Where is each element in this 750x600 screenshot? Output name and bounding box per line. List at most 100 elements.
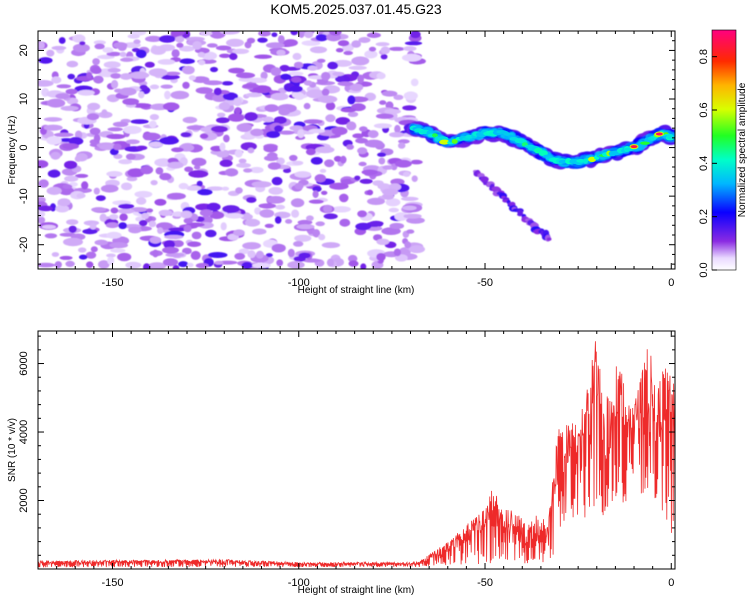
noise-blob: [139, 219, 148, 227]
noise-blob: [259, 209, 275, 218]
noise-blob: [301, 40, 321, 46]
noise-blob: [218, 102, 230, 111]
noise-blob: [118, 159, 133, 165]
noise-blob: [221, 186, 230, 191]
noise-blob: [107, 127, 123, 132]
noise-blob: [249, 166, 264, 174]
noise-blob: [395, 159, 412, 168]
noise-blob: [183, 224, 192, 233]
noise-blob: [394, 124, 401, 134]
noise-blob: [266, 196, 286, 204]
noise-blob: [127, 168, 145, 178]
noise-blob: [134, 190, 153, 198]
noise-blob: [327, 61, 339, 70]
noise-blob: [148, 68, 168, 77]
snr-x-tick-label: -100: [288, 577, 310, 589]
noise-blob: [130, 207, 148, 213]
noise-blob: [403, 46, 417, 52]
noise-blob: [335, 75, 345, 83]
noise-blob: [38, 57, 53, 64]
noise-blob: [337, 81, 354, 87]
noise-blob: [38, 205, 53, 212]
main-trace-core: [538, 150, 548, 157]
spectrogram-y-tick-label: 10: [18, 93, 30, 105]
noise-blob: [60, 105, 79, 111]
noise-blob: [55, 204, 70, 213]
noise-blob: [411, 175, 418, 182]
noise-blob: [254, 54, 272, 59]
noise-blob: [238, 158, 247, 164]
noise-blob: [203, 80, 223, 86]
noise-blob: [197, 188, 213, 196]
secondary-trace-blob: [546, 237, 552, 241]
noise-blob: [324, 159, 335, 168]
noise-blob: [358, 37, 371, 43]
noise-blob: [79, 41, 86, 46]
noise-blob: [120, 73, 133, 80]
noise-blob: [262, 116, 274, 123]
noise-blob: [228, 113, 245, 122]
noise-blob: [86, 261, 94, 269]
noise-blob: [242, 242, 261, 250]
noise-blob: [129, 71, 150, 79]
noise-blob: [245, 92, 263, 98]
noise-blob: [378, 157, 386, 165]
noise-blob: [199, 133, 209, 139]
noise-blob: [323, 204, 333, 213]
noise-blob: [215, 45, 232, 51]
noise-blob: [380, 54, 388, 60]
noise-blob: [191, 231, 202, 240]
noise-blob: [64, 175, 79, 182]
noise-blob: [125, 261, 142, 269]
spectrogram-y-tick-label: 20: [18, 44, 30, 56]
noise-blob: [46, 186, 62, 195]
noise-blob: [210, 66, 218, 73]
noise-blob: [95, 195, 106, 202]
noise-blob: [150, 45, 167, 55]
noise-blob: [139, 84, 148, 90]
noise-blob: [232, 48, 250, 54]
noise-blob: [154, 198, 167, 206]
noise-blob: [159, 172, 172, 181]
snr-axes: -150 -100 -50 0 2000 4000 6000: [18, 331, 675, 589]
noise-blob: [109, 214, 119, 220]
noise-blob: [246, 196, 257, 203]
noise-blob: [190, 250, 201, 260]
noise-blob: [238, 248, 250, 255]
noise-blob: [222, 92, 238, 101]
noise-blob: [233, 97, 242, 107]
noise-blob: [182, 116, 198, 124]
noise-blob: [264, 104, 279, 112]
noise-blob: [385, 101, 394, 110]
noise-blob: [355, 222, 372, 231]
noise-blob: [38, 80, 54, 87]
noise-blob: [335, 48, 344, 53]
noise-blob: [81, 181, 89, 190]
noise-blob: [263, 145, 278, 153]
noise-blob: [55, 93, 70, 100]
noise-blob: [277, 35, 285, 44]
noise-blob: [199, 209, 213, 217]
noise-blob: [179, 58, 195, 64]
noise-blob: [357, 210, 367, 218]
noise-blob: [74, 155, 82, 162]
noise-blob: [62, 143, 79, 150]
noise-blob: [187, 262, 194, 268]
noise-blob: [361, 169, 378, 175]
noise-blob: [174, 36, 185, 43]
noise-blob: [381, 227, 401, 236]
noise-blob: [355, 137, 368, 144]
noise-blob: [131, 103, 151, 108]
spectrogram-blobs: [38, 31, 675, 269]
secondary-trace-blob: [491, 186, 501, 191]
spectrogram-y-axis-label: Frequency (Hz): [7, 116, 18, 185]
noise-blob: [123, 125, 142, 135]
colorbar-gradient: [712, 30, 736, 270]
noise-blob: [101, 109, 108, 117]
colorbar-tick-label: 0.0: [698, 262, 710, 277]
noise-blob: [162, 258, 179, 267]
noise-blob: [98, 260, 110, 269]
noise-blob: [357, 147, 368, 155]
noise-blob: [172, 240, 184, 248]
